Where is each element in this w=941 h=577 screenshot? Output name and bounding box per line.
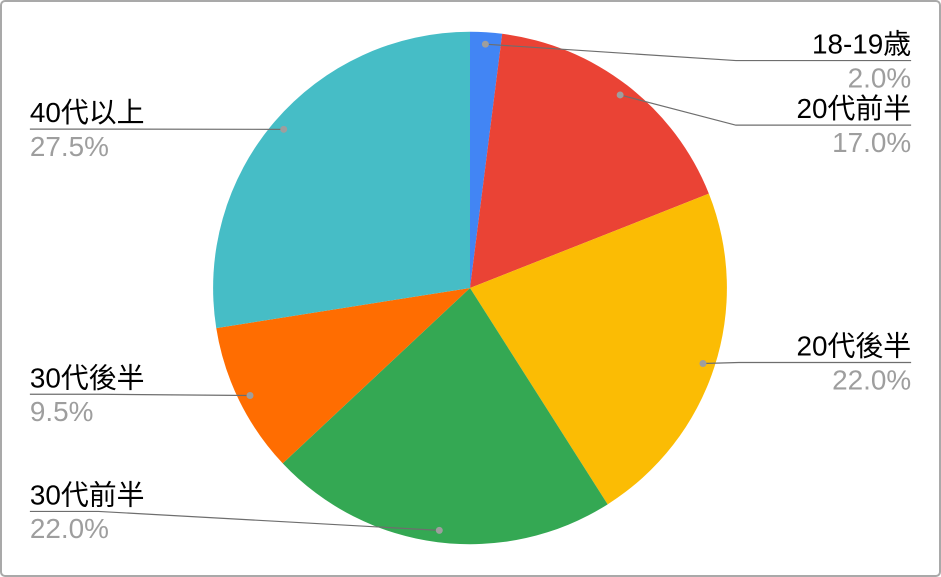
pie-slice[interactable] bbox=[282, 288, 608, 545]
leader-dot bbox=[246, 392, 254, 399]
leader-dot bbox=[616, 91, 624, 99]
pie-slice[interactable] bbox=[216, 288, 471, 464]
leader-dot bbox=[481, 40, 489, 48]
pie-slices-group bbox=[213, 31, 727, 545]
leader-line bbox=[29, 393, 251, 397]
slice-label: 18-19歳 bbox=[812, 29, 911, 60]
slice-percentage: 22.0% bbox=[30, 513, 109, 544]
leader-line bbox=[619, 94, 912, 126]
slice-labels-group: 18-19歳2.0%20代前半17.0%20代後半22.0%30代前半22.0%… bbox=[30, 29, 911, 545]
slice-label: 40代以上 bbox=[30, 97, 145, 128]
leader-dot bbox=[699, 360, 707, 367]
leader-line bbox=[29, 510, 440, 531]
slice-label: 30代前半 bbox=[30, 480, 145, 511]
pie-slice[interactable] bbox=[470, 31, 503, 289]
slice-percentage: 9.5% bbox=[30, 396, 94, 427]
leader-dot bbox=[435, 526, 443, 534]
slice-percentage: 27.5% bbox=[30, 131, 109, 162]
pie-slice[interactable] bbox=[470, 33, 709, 289]
leader-line bbox=[485, 43, 912, 62]
slice-percentage: 22.0% bbox=[832, 364, 911, 395]
slice-percentage: 17.0% bbox=[832, 127, 911, 158]
slice-percentage: 2.0% bbox=[848, 62, 912, 93]
pie-slice[interactable] bbox=[470, 193, 727, 505]
slice-label: 20代前半 bbox=[797, 93, 912, 124]
slice-label: 30代後半 bbox=[30, 362, 145, 393]
leader-line bbox=[702, 361, 912, 365]
pie-slice[interactable] bbox=[213, 31, 471, 329]
slice-label: 20代後半 bbox=[797, 331, 912, 362]
leader-lines-group bbox=[29, 40, 912, 534]
leader-dot bbox=[280, 125, 288, 133]
